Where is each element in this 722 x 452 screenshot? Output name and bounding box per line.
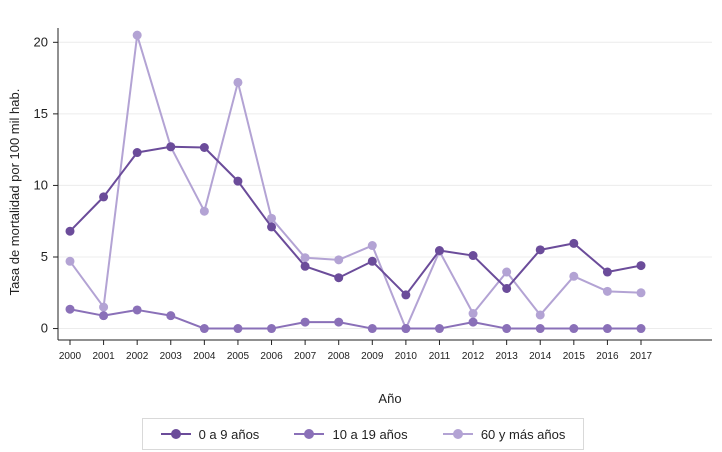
series-0-point xyxy=(334,273,344,283)
series-2-point xyxy=(334,255,344,265)
x-tick-label: 2009 xyxy=(361,351,384,362)
x-tick-label: 2017 xyxy=(630,351,653,362)
legend-item-10-19: 10 a 19 años xyxy=(294,426,408,442)
series-0-point xyxy=(199,143,209,153)
legend-swatch-0-9 xyxy=(160,428,191,440)
x-tick-label: 2005 xyxy=(227,351,250,362)
legend-item-0-9: 0 a 9 años xyxy=(160,426,260,442)
axes: 0 5 10 15 20 2000 2001 2002 2003 2004 2005 2006 2007… xyxy=(34,28,712,362)
series-0-point xyxy=(65,226,75,236)
y-tick-label: 10 xyxy=(34,177,48,192)
series-2-point xyxy=(502,267,512,277)
series-1-point xyxy=(602,324,612,334)
grid-lines xyxy=(58,41,712,330)
x-tick-label: 2016 xyxy=(596,351,619,362)
series-0-point xyxy=(535,245,545,255)
series-1-point xyxy=(233,324,243,334)
series-2-point xyxy=(233,77,243,87)
series-0-point xyxy=(434,246,444,256)
series-line-0 xyxy=(69,145,642,296)
series-1-point xyxy=(636,324,646,334)
series-2-point xyxy=(132,30,142,40)
series-2-point xyxy=(602,286,612,296)
series-0-point xyxy=(468,251,478,261)
series-0-point xyxy=(502,283,512,293)
legend-label-10-19: 10 a 19 años xyxy=(332,426,408,442)
series-2-point xyxy=(267,213,277,223)
series-2-point xyxy=(569,271,579,281)
series-0-point xyxy=(401,290,411,300)
x-tick-label: 2008 xyxy=(328,351,351,362)
x-tick-label: 2015 xyxy=(563,351,586,362)
series-2-point xyxy=(65,256,75,266)
x-tick-label: 2010 xyxy=(395,351,418,362)
y-tick-label: 20 xyxy=(34,34,48,49)
y-tick-label: 0 xyxy=(41,321,48,336)
series-1-point xyxy=(166,311,176,321)
series-0-point xyxy=(267,222,277,232)
series-0-point xyxy=(636,261,646,271)
series-1-point xyxy=(401,324,411,334)
series-1-point xyxy=(535,324,545,334)
series-1-point xyxy=(367,324,377,334)
legend-label-60-plus: 60 y más años xyxy=(480,426,566,442)
x-tick-label: 2004 xyxy=(193,351,216,362)
series-2-point xyxy=(199,206,209,216)
series-2-point xyxy=(367,241,377,251)
x-tick-label: 2014 xyxy=(529,351,552,362)
x-tick-label: 2003 xyxy=(160,351,183,362)
series-2-point xyxy=(300,253,310,263)
series-1-point xyxy=(569,324,579,334)
series-0-point xyxy=(569,238,579,248)
series-1-point xyxy=(99,311,109,321)
series-0-point xyxy=(602,267,612,277)
series-1-point xyxy=(132,305,142,315)
y-axis-label: Tasa de mortalidad por 100 mil hab. xyxy=(7,89,22,296)
y-tick-label: 15 xyxy=(34,106,48,121)
series-0-point xyxy=(166,142,176,152)
series-2-point xyxy=(468,309,478,319)
series-0-point xyxy=(132,148,142,158)
legend: 0 a 9 años 10 a 19 años 60 y más años xyxy=(142,418,584,450)
series-1-point xyxy=(300,317,310,327)
series-1-point xyxy=(502,324,512,334)
series-0-point xyxy=(367,256,377,266)
y-tick-label: 5 xyxy=(41,249,48,264)
legend-swatch-60-plus xyxy=(442,428,473,440)
series-line-1 xyxy=(69,308,641,330)
series-2-point xyxy=(99,302,109,312)
x-tick-label: 2002 xyxy=(126,351,149,362)
series-layer xyxy=(65,30,646,334)
legend-item-60-plus: 60 y más años xyxy=(442,426,566,442)
series-2-point xyxy=(636,288,646,298)
x-tick-label: 2011 xyxy=(429,351,451,362)
x-tick-label: 2013 xyxy=(496,351,519,362)
series-0-point xyxy=(99,192,109,202)
x-tick-label: 2006 xyxy=(260,351,283,362)
series-2-point xyxy=(535,310,545,320)
x-tick-label: 2012 xyxy=(462,351,485,362)
series-1-point xyxy=(267,324,277,334)
x-tick-label: 2000 xyxy=(59,351,82,362)
series-1-point xyxy=(199,324,209,334)
series-1-point xyxy=(65,304,75,314)
series-1-point xyxy=(468,317,478,327)
legend-swatch-10-19 xyxy=(294,428,325,440)
series-1-point xyxy=(434,324,444,334)
series-line-2 xyxy=(69,34,642,330)
series-0-point xyxy=(300,261,310,271)
series-1-point xyxy=(334,317,344,327)
x-tick-label: 2007 xyxy=(294,351,317,362)
x-axis-label: Año xyxy=(378,391,401,406)
series-0-point xyxy=(233,176,243,186)
legend-label-0-9: 0 a 9 años xyxy=(198,426,260,442)
x-tick-label: 2001 xyxy=(92,351,115,362)
